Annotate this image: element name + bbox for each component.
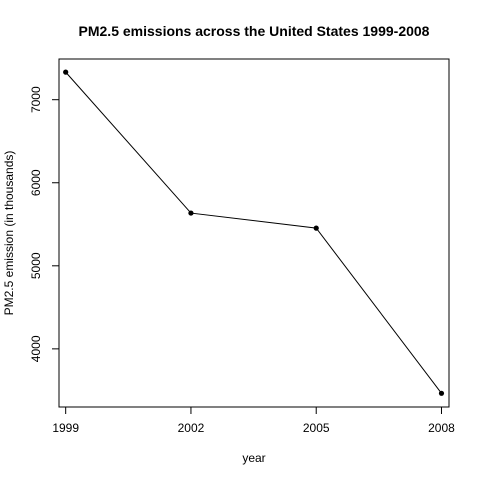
y-tick-label: 6000: [29, 169, 43, 196]
x-tick-label: 2005: [303, 421, 330, 435]
y-axis: 4000 5000 6000 7000: [29, 86, 60, 362]
x-axis: 1999 2002 2005 2008: [52, 406, 455, 435]
y-tick-label: 7000: [29, 86, 43, 113]
x-tick-label: 1999: [52, 421, 79, 435]
chart-title: PM2.5 emissions across the United States…: [79, 23, 430, 39]
data-point: [63, 69, 69, 75]
plot-area-frame: [58, 58, 450, 408]
series-points: [63, 69, 445, 396]
series-line: [65, 71, 442, 394]
data-point: [438, 390, 445, 396]
x-axis-title: year: [242, 451, 265, 465]
x-tick-label: 2002: [178, 421, 205, 435]
y-tick-label: 5000: [29, 252, 43, 279]
y-axis-title: PM2.5 emission (in thousands): [2, 151, 16, 316]
x-tick-label: 2008: [428, 421, 455, 435]
data-point: [188, 210, 194, 216]
y-tick-label: 4000: [29, 335, 43, 362]
data-point: [313, 225, 319, 231]
